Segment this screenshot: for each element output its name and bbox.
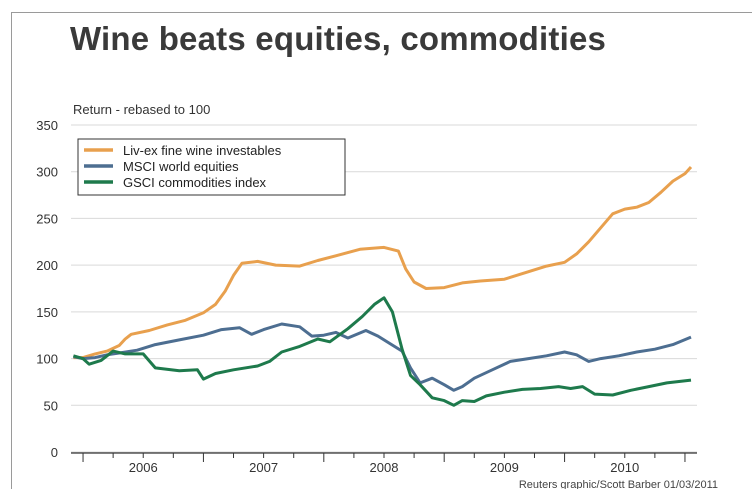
y-tick-100: 100 (36, 352, 58, 367)
y-tick-300: 300 (36, 165, 58, 180)
legend-label-0: Liv-ex fine wine investables (123, 143, 282, 158)
y-tick-50: 50 (44, 398, 58, 413)
y-axis-ticks: 0 50 100 150 200 250 300 350 (36, 118, 58, 460)
series-line-1 (73, 324, 691, 390)
series-line-0 (73, 167, 691, 358)
x-tick-2008: 2008 (370, 460, 399, 475)
x-tick-2009: 2009 (490, 460, 519, 475)
y-tick-0: 0 (51, 445, 58, 460)
y-tick-350: 350 (36, 118, 58, 133)
legend-label-2: GSCI commodities index (123, 175, 267, 190)
y-tick-150: 150 (36, 305, 58, 320)
series-lines (73, 167, 691, 405)
x-axis: 2006 2007 2008 2009 2010 (71, 453, 697, 475)
x-tick-2007: 2007 (249, 460, 278, 475)
y-tick-250: 250 (36, 211, 58, 226)
x-tick-2006: 2006 (129, 460, 158, 475)
series-line-2 (73, 298, 691, 406)
legend-label-1: MSCI world equities (123, 159, 239, 174)
y-tick-200: 200 (36, 258, 58, 273)
credit-text: Reuters graphic/Scott Barber 01/03/2011 (519, 479, 718, 489)
y-axis-label: Return - rebased to 100 (73, 102, 210, 117)
x-tick-2010: 2010 (610, 460, 639, 475)
